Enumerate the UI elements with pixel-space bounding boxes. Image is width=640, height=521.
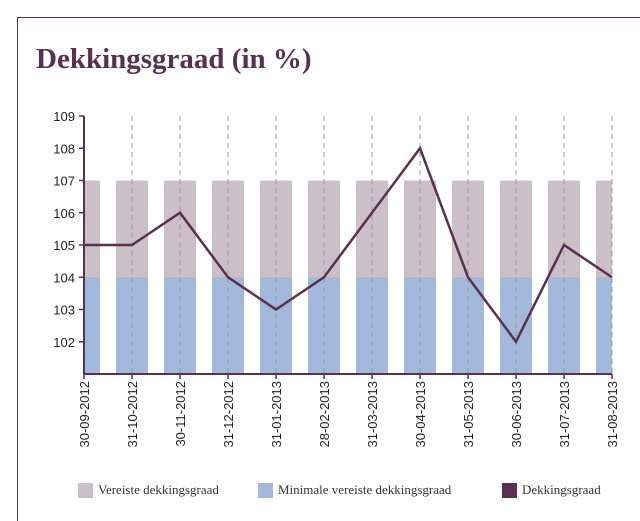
frame [17, 17, 640, 521]
x-tick-label: 31-10-2012 [125, 381, 140, 448]
x-tick-label: 31-07-2013 [557, 381, 572, 448]
line [84, 145, 613, 345]
bars [84, 180, 612, 374]
y-tick-label: 103 [53, 303, 75, 318]
x-tick-label: 31-12-2012 [221, 381, 236, 448]
legend-label: Dekkingsgraad [522, 482, 601, 497]
x-tick-label: 31-01-2013 [269, 381, 284, 448]
y-tick-label: 109 [53, 109, 75, 124]
x-tick-label: 31-05-2013 [461, 381, 476, 448]
bar [596, 277, 612, 374]
x-tick-label: 31-03-2013 [365, 381, 380, 448]
x-tick-label: 31-08-2013 [605, 381, 620, 448]
x-tick-label: 30-06-2013 [509, 381, 524, 448]
x-tick-label: 28-02-2013 [317, 381, 332, 448]
y-tick-label: 106 [53, 206, 75, 221]
legend-swatch [78, 483, 93, 498]
bar [84, 277, 100, 374]
x-tick-label: 30-09-2012 [77, 381, 92, 448]
x-tick-label: 30-04-2013 [413, 381, 428, 448]
y-tick-label: 102 [53, 335, 75, 350]
legend-label: Minimale vereiste dekkingsgraad [278, 482, 452, 497]
y-tick-label: 107 [53, 174, 75, 189]
legend-swatch [502, 483, 517, 498]
chart-title: Dekkingsgraad (in %) [36, 43, 312, 75]
x-tick-label: 30-11-2012 [173, 381, 188, 447]
y-tick-label: 105 [53, 238, 75, 253]
legend-swatch [258, 483, 273, 498]
y-tick-label: 104 [53, 270, 75, 285]
y-tick-label: 108 [53, 141, 75, 156]
legend-label: Vereiste dekkingsgraad [98, 482, 219, 497]
